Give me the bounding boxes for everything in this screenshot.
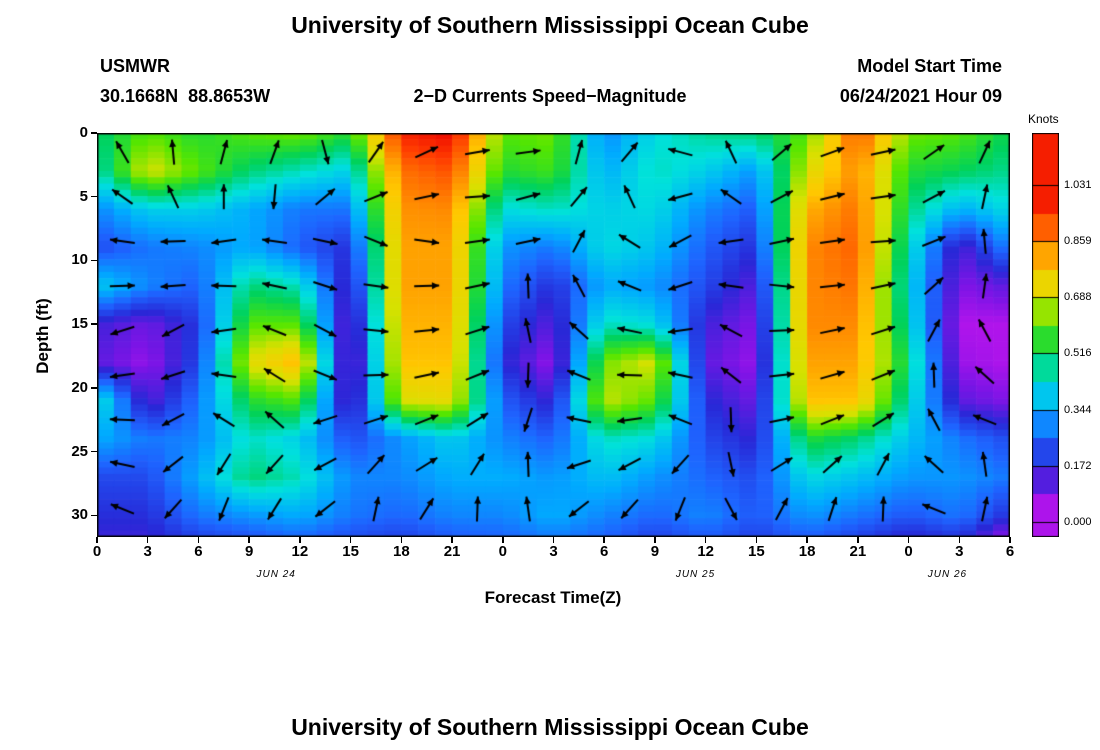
y-tick-mark: [91, 450, 97, 453]
x-tick-mark: [96, 537, 98, 543]
y-tick-label: 25: [71, 442, 88, 460]
colorbar-tick-label: 0.344: [1064, 403, 1092, 416]
x-tick-mark: [400, 537, 403, 543]
x-tick-label: 6: [194, 543, 203, 560]
y-tick-mark: [91, 514, 97, 517]
page-title-bottom: University of Southern Mississippi Ocean…: [291, 714, 809, 740]
y-tick-mark: [91, 323, 97, 325]
x-tick-label: 9: [650, 543, 660, 560]
x-axis-date-label: JUN 25: [675, 569, 716, 580]
x-tick-label: 15: [342, 543, 359, 560]
x-tick-label: 18: [392, 543, 410, 560]
y-tick-label: 20: [71, 378, 88, 396]
colorbar-tick-label: 0.859: [1064, 235, 1092, 248]
x-tick-label: 3: [143, 543, 152, 560]
x-tick-label: 21: [443, 543, 461, 560]
currents-heatmap-plot: [97, 133, 1010, 537]
colorbar: [1032, 133, 1059, 537]
y-tick-mark: [91, 195, 97, 198]
x-tick-mark: [907, 537, 910, 543]
x-tick-mark: [704, 537, 707, 543]
x-tick-mark: [654, 537, 656, 543]
colorbar-tick-label: 0.688: [1064, 291, 1092, 304]
model-start-label: Model Start Time: [857, 56, 1002, 76]
x-tick-mark: [299, 537, 301, 543]
x-tick-mark: [248, 537, 250, 543]
y-tick-label: 10: [71, 251, 88, 269]
x-tick-mark: [552, 537, 555, 543]
x-tick-label: 6: [600, 543, 609, 560]
x-tick-label: 3: [549, 543, 558, 560]
x-tick-mark: [857, 537, 859, 543]
x-tick-mark: [755, 537, 758, 543]
y-tick-mark: [91, 259, 97, 262]
x-tick-label: 0: [92, 543, 102, 560]
x-tick-label: 0: [904, 543, 913, 560]
y-tick-label: 15: [71, 315, 88, 333]
model-start-value: 06/24/2021 Hour 09: [839, 86, 1002, 106]
page-title: University of Southern Mississippi Ocean…: [291, 12, 809, 38]
x-tick-mark: [451, 537, 453, 543]
station-coordinates: 30.1668N 88.8653W: [100, 86, 271, 106]
y-tick-label: 5: [79, 187, 88, 205]
x-axis-date-label: JUN 24: [256, 569, 296, 580]
x-tick-label: 9: [244, 543, 254, 560]
x-tick-label: 18: [798, 543, 816, 560]
x-tick-label: 21: [849, 543, 867, 560]
x-tick-mark: [197, 537, 200, 543]
x-tick-mark: [146, 537, 149, 543]
x-tick-label: 3: [955, 543, 964, 560]
x-axis-label: Forecast Time(Z): [484, 588, 622, 607]
y-tick-mark: [91, 387, 97, 389]
y-tick-label: 0: [79, 124, 88, 141]
x-tick-mark: [502, 537, 504, 543]
colorbar-tick-label: 1.031: [1064, 179, 1092, 191]
x-tick-label: 0: [498, 543, 507, 560]
colorbar-units-label: Knots: [1028, 112, 1059, 126]
x-tick-mark: [349, 537, 352, 543]
x-tick-mark: [806, 537, 808, 543]
plot-title: 2−D Currents Speed−Magnitude: [413, 86, 687, 106]
x-tick-label: 15: [748, 543, 765, 560]
x-tick-label: 6: [1005, 543, 1015, 560]
x-tick-mark: [958, 537, 961, 543]
station-id: USMWR: [100, 56, 170, 76]
y-tick-label: 30: [71, 506, 88, 524]
x-tick-mark: [603, 537, 605, 543]
x-tick-mark: [1009, 537, 1011, 543]
y-tick-mark: [91, 132, 97, 134]
x-tick-label: 12: [697, 543, 714, 560]
colorbar-tick-label: 0.516: [1064, 347, 1092, 360]
colorbar-tick-label: 0.172: [1064, 459, 1092, 472]
colorbar-tick-label: 0.000: [1064, 516, 1092, 528]
x-tick-label: 12: [291, 543, 309, 560]
x-axis-date-label: JUN 26: [927, 569, 968, 580]
